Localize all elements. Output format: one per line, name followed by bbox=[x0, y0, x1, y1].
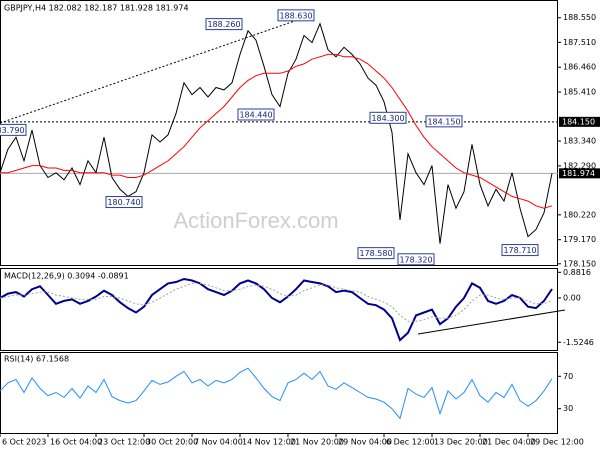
y-tick-label: 0.00 bbox=[563, 293, 581, 302]
annotation-box bbox=[501, 244, 539, 257]
annotation-label: 184.300 bbox=[371, 114, 404, 123]
chart-title: GBPJPY,H4 182.082 182.187 181.928 181.97… bbox=[4, 4, 189, 13]
annotation-label: 188.630 bbox=[279, 11, 312, 20]
annotation-label: 178.710 bbox=[503, 246, 536, 255]
rsi-panel-frame bbox=[0, 352, 558, 434]
y-tick-label: 30 bbox=[563, 404, 573, 413]
y-tick-label: -1.5246 bbox=[563, 338, 594, 347]
macd-title: MACD(12,26,9) 0.3094 -0.0891 bbox=[4, 272, 129, 281]
series-line bbox=[0, 22, 553, 244]
x-tick-label: 30 Oct 20:00 bbox=[146, 438, 198, 447]
annotation-box bbox=[357, 247, 395, 260]
y-tick-label: 180.220 bbox=[563, 210, 596, 219]
annotation-label: 180.740 bbox=[107, 198, 140, 207]
y-tick-label: 70 bbox=[563, 372, 573, 381]
series-line bbox=[0, 367, 553, 420]
series-line bbox=[0, 277, 553, 342]
trend-line bbox=[0, 14, 313, 124]
annotation-box bbox=[205, 18, 243, 31]
x-tick-label: 6 Oct 2023 bbox=[2, 438, 46, 447]
y-tick-label: 185.410 bbox=[563, 88, 596, 97]
y-tick-label: 178.150 bbox=[563, 259, 596, 268]
annotation-label: 178.320 bbox=[399, 255, 432, 264]
x-tick-label: 14 Nov 12:00 bbox=[242, 438, 296, 447]
annotation-box bbox=[397, 253, 435, 266]
y-tick-label: 0.8816 bbox=[563, 268, 591, 277]
annotation-box bbox=[277, 9, 315, 22]
x-tick-label: 21 Dec 04:00 bbox=[482, 438, 536, 447]
x-tick-label: 7 Nov 04:00 bbox=[194, 438, 243, 447]
x-tick-label: 21 Nov 20:00 bbox=[290, 438, 344, 447]
annotation-label: 184.440 bbox=[239, 110, 272, 119]
y-tick-label: 179.170 bbox=[563, 235, 596, 244]
annotation-box bbox=[237, 108, 275, 121]
annotation-box bbox=[425, 115, 463, 128]
macd-trend-line bbox=[417, 309, 566, 335]
y-tick-label: 187.510 bbox=[563, 38, 596, 47]
x-tick-label: 29 Dec 12:00 bbox=[530, 438, 584, 447]
annotation-box bbox=[105, 196, 143, 209]
x-tick-label: 29 Nov 04:00 bbox=[338, 438, 392, 447]
annotation-label: 183.790 bbox=[0, 126, 25, 135]
y-tick-label: 183.340 bbox=[563, 137, 596, 146]
x-tick-label: 16 Oct 04:00 bbox=[50, 438, 102, 447]
annotation-label: 188.260 bbox=[207, 20, 240, 29]
watermark: ActionForex.com bbox=[173, 208, 338, 233]
series-line bbox=[0, 282, 553, 322]
annotation-label: 184.150 bbox=[427, 117, 460, 126]
series-line bbox=[0, 53, 553, 209]
price-marker-label: 184.150 bbox=[562, 117, 595, 126]
y-tick-label: 188.550 bbox=[563, 13, 596, 22]
x-tick-label: 23 Oct 12:00 bbox=[98, 438, 150, 447]
rsi-title: RSI(14) 67.1568 bbox=[4, 355, 69, 364]
x-tick-label: 6 Dec 12:00 bbox=[386, 438, 435, 447]
price-marker-box bbox=[559, 168, 600, 179]
macd-panel-frame bbox=[0, 268, 558, 351]
price-marker-label: 181.974 bbox=[562, 169, 595, 178]
annotation-box bbox=[0, 123, 27, 136]
annotation-box bbox=[369, 111, 407, 124]
x-tick-label: 13 Dec 20:00 bbox=[434, 438, 488, 447]
y-tick-label: 182.290 bbox=[563, 161, 596, 170]
y-tick-label: 186.460 bbox=[563, 63, 596, 72]
annotation-label: 178.580 bbox=[359, 249, 392, 258]
price-marker-box bbox=[559, 116, 600, 127]
